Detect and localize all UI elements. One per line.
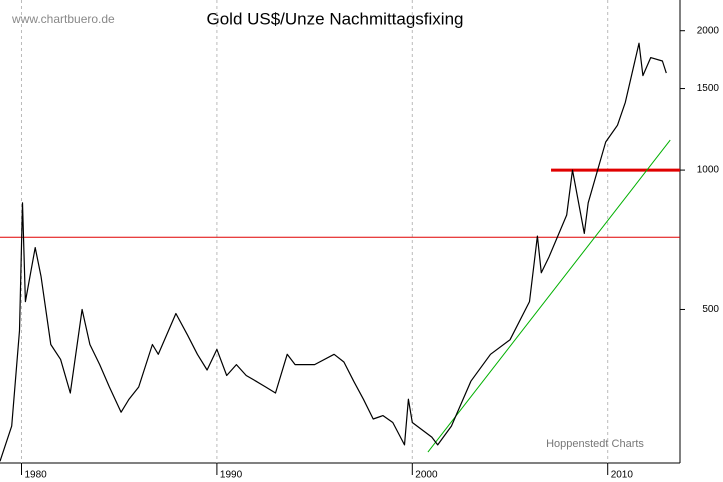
- source: www.chartbuero.de: [11, 12, 115, 26]
- y-tick-label: 1500: [697, 83, 720, 94]
- trend-line: [427, 139, 671, 453]
- price-line: [0, 42, 667, 462]
- x-tick-label: 1990: [220, 470, 243, 481]
- x-tick-label: 2000: [415, 470, 438, 481]
- chart-title: Gold US$/Unze Nachmittagsfixing: [206, 9, 463, 28]
- y-tick-label: 500: [702, 304, 719, 315]
- y-tick-label: 2000: [697, 25, 720, 36]
- x-tick-label: 1980: [24, 470, 47, 481]
- y-tick-label: 1000: [697, 165, 720, 176]
- credit: Hoppenstedt Charts: [546, 438, 644, 450]
- x-tick-label: 2010: [611, 470, 634, 481]
